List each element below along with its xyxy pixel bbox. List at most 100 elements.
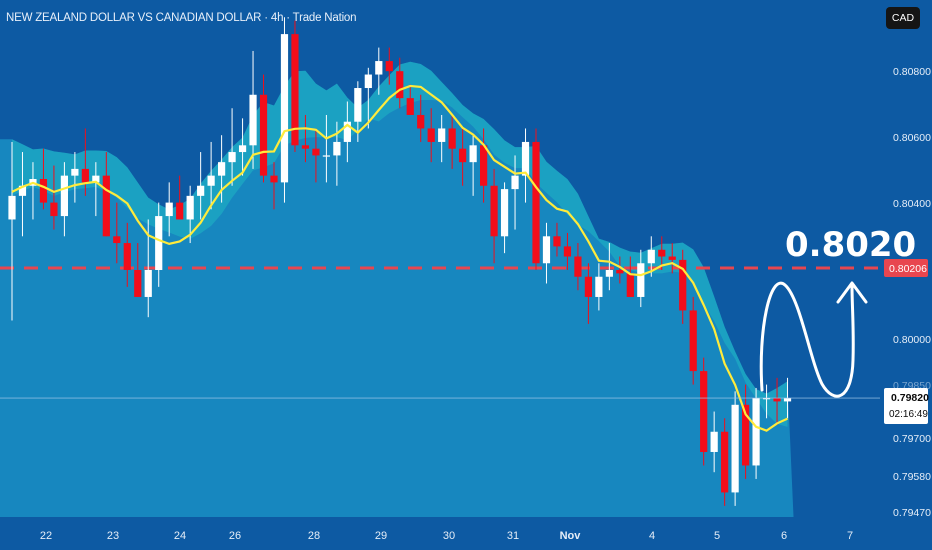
candle[interactable]	[459, 128, 467, 186]
candle[interactable]	[689, 296, 697, 385]
candle[interactable]	[207, 141, 215, 210]
candle[interactable]	[553, 222, 561, 257]
candle[interactable]	[312, 128, 320, 183]
candle-body	[60, 175, 68, 217]
candle[interactable]	[710, 411, 718, 473]
candle-body	[500, 189, 509, 237]
candle[interactable]	[731, 391, 739, 506]
candle[interactable]	[249, 50, 257, 169]
candle[interactable]	[81, 128, 89, 196]
candle-body	[249, 94, 257, 146]
candle[interactable]	[742, 384, 750, 479]
price-tick-label: 0.79700	[893, 433, 931, 445]
candle[interactable]	[480, 128, 488, 203]
candle[interactable]	[60, 162, 68, 237]
candle-body	[207, 175, 215, 186]
candle[interactable]	[123, 222, 131, 287]
candle[interactable]	[301, 114, 310, 163]
candle[interactable]	[574, 243, 582, 291]
candle[interactable]	[521, 128, 530, 203]
candle-body	[532, 141, 540, 264]
candle[interactable]	[176, 175, 184, 220]
candle[interactable]	[721, 418, 729, 506]
candle[interactable]	[364, 67, 372, 129]
candle[interactable]	[238, 118, 247, 176]
candle-body	[721, 431, 729, 493]
candle[interactable]	[679, 249, 687, 324]
candle[interactable]	[385, 47, 393, 85]
candle[interactable]	[595, 263, 603, 311]
candle[interactable]	[469, 135, 477, 196]
candle-body	[521, 141, 530, 176]
candle-body	[259, 94, 268, 176]
candle[interactable]	[39, 148, 48, 210]
candle-body	[113, 236, 121, 244]
candle[interactable]	[490, 168, 498, 264]
candle-body	[511, 175, 519, 190]
time-tick-label: 26	[229, 530, 241, 542]
projection-arrow	[759, 281, 868, 398]
candle[interactable]	[605, 243, 613, 291]
candle[interactable]	[396, 57, 404, 109]
candle[interactable]	[165, 182, 173, 237]
candle[interactable]	[280, 17, 289, 203]
candle[interactable]	[532, 128, 540, 270]
candle[interactable]	[50, 165, 58, 230]
candle[interactable]	[406, 84, 414, 115]
price-tick-label: 0.80000	[893, 334, 931, 346]
candle[interactable]	[343, 101, 351, 163]
candle[interactable]	[637, 249, 645, 308]
candle-body	[742, 404, 750, 466]
candle[interactable]	[752, 387, 760, 479]
candle[interactable]	[762, 384, 771, 419]
candle[interactable]	[102, 152, 110, 237]
candle[interactable]	[155, 202, 163, 287]
current-price-text: 0.79820	[891, 392, 929, 404]
candle[interactable]	[291, 20, 299, 153]
candle[interactable]	[322, 114, 330, 183]
price-axis[interactable]: 0.80800 0.80600 0.80400 0.80000 0.79700 0.795…	[893, 66, 931, 519]
candle-body	[647, 249, 655, 264]
candle[interactable]	[773, 377, 781, 426]
candle[interactable]	[92, 162, 100, 217]
candle[interactable]	[134, 243, 142, 297]
candle-body	[469, 145, 477, 163]
candle[interactable]	[448, 114, 456, 169]
candle-body	[364, 74, 372, 89]
candle[interactable]	[500, 182, 509, 254]
candle[interactable]	[8, 141, 16, 321]
currency-button[interactable]: CAD	[886, 7, 920, 29]
candle-body	[668, 256, 676, 260]
candle[interactable]	[438, 114, 446, 163]
candle[interactable]	[228, 108, 236, 186]
candle[interactable]	[658, 236, 666, 270]
time-tick-label: 5	[714, 530, 720, 542]
candle[interactable]	[647, 236, 655, 277]
candle[interactable]	[375, 47, 383, 95]
candle-body	[218, 162, 226, 176]
candle[interactable]	[616, 256, 624, 284]
candle-body	[480, 145, 488, 186]
candle[interactable]	[563, 232, 572, 270]
candle[interactable]	[417, 94, 425, 142]
candle[interactable]	[584, 263, 592, 324]
candle[interactable]	[270, 162, 278, 210]
candle[interactable]	[259, 74, 268, 183]
candle[interactable]	[668, 243, 676, 274]
time-tick-label: 6	[781, 530, 787, 542]
candle-body	[134, 270, 142, 297]
candle[interactable]	[427, 108, 435, 163]
candle[interactable]	[511, 155, 519, 230]
candle-body	[39, 179, 48, 203]
candle[interactable]	[626, 256, 634, 297]
candle[interactable]	[113, 202, 121, 264]
time-axis[interactable]: 22 23 24 26 28 29 30 31 Nov 4 5 6 7	[40, 530, 853, 542]
candle[interactable]	[197, 152, 205, 220]
candle[interactable]	[71, 152, 79, 203]
candle-body	[50, 202, 58, 217]
candle[interactable]	[18, 152, 27, 237]
candle[interactable]	[542, 222, 551, 284]
candle[interactable]	[700, 357, 708, 466]
